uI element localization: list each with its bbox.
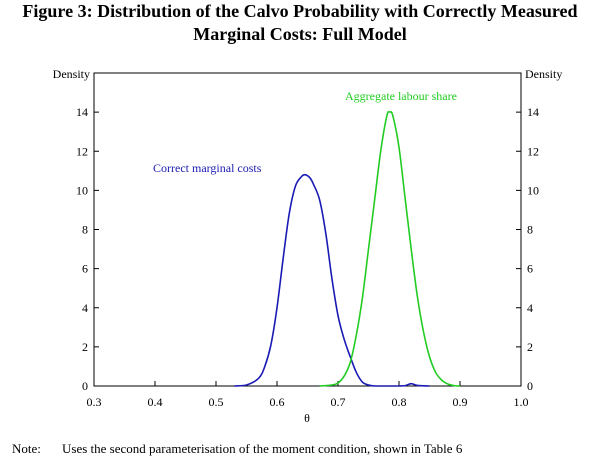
x-tick-label: 0.8	[392, 395, 407, 409]
y-axis-label-right: Density	[525, 67, 562, 81]
density-chart: 0.3 0.4 0.5 0.6 0.7 0.8 0.9 1.0 0 0 2 2 4 4 6 6 8 8 10 10 12…	[53, 67, 563, 425]
x-tick-label: 0.9	[453, 395, 468, 409]
figure-title: Figure 3: Distribution of the Calvo Prob…	[0, 0, 600, 46]
figure-title-line1: Figure 3: Distribution of the Calvo Prob…	[22, 1, 578, 21]
x-tick-label: 0.4	[148, 395, 163, 409]
y-tick-label-right: 4	[527, 301, 533, 315]
axis-ticks: 0.3 0.4 0.5 0.6 0.7 0.8 0.9 1.0 0 0 2 2 4 4 6 6 8 8 10 10 12…	[76, 105, 539, 409]
y-tick-label-left: 2	[82, 340, 88, 354]
note-text: Uses the second parameterisation of the …	[62, 441, 463, 456]
series-group	[234, 110, 461, 387]
series-line-correct-marginal-costs	[234, 173, 430, 387]
y-tick-label-right: 0	[527, 379, 533, 393]
x-tick-label: 1.0	[514, 395, 529, 409]
series-line-aggregate-labour-share	[319, 110, 461, 387]
plot-frame	[93, 72, 522, 387]
y-tick-label-left: 10	[76, 183, 88, 197]
x-tick-label: 0.5	[209, 395, 224, 409]
figure-note: Note: Uses the second parameterisation of…	[12, 441, 462, 457]
y-tick-label-right: 12	[527, 144, 539, 158]
x-tick-label: 0.7	[331, 395, 346, 409]
x-tick-label: 0.3	[87, 395, 102, 409]
y-axis-label-left: Density	[53, 67, 90, 81]
x-tick-label: 0.6	[270, 395, 285, 409]
y-tick-label-right: 14	[527, 105, 539, 119]
annotation-aggregate-labour-share: Aggregate labour share	[345, 89, 457, 103]
y-tick-label-right: 6	[527, 262, 533, 276]
y-tick-label-left: 6	[82, 262, 88, 276]
annotation-correct-marginal-costs: Correct marginal costs	[153, 161, 262, 175]
y-tick-label-right: 2	[527, 340, 533, 354]
note-label: Note:	[12, 441, 41, 456]
y-tick-label-left: 14	[76, 105, 88, 119]
y-tick-label-right: 10	[527, 183, 539, 197]
y-tick-label-left: 0	[82, 379, 88, 393]
y-tick-label-right: 8	[527, 223, 533, 237]
figure-title-line2: Marginal Costs: Full Model	[193, 24, 407, 44]
y-tick-label-left: 4	[82, 301, 88, 315]
y-tick-label-left: 8	[82, 223, 88, 237]
y-tick-label-left: 12	[76, 144, 88, 158]
x-axis-label: θ	[304, 411, 310, 425]
